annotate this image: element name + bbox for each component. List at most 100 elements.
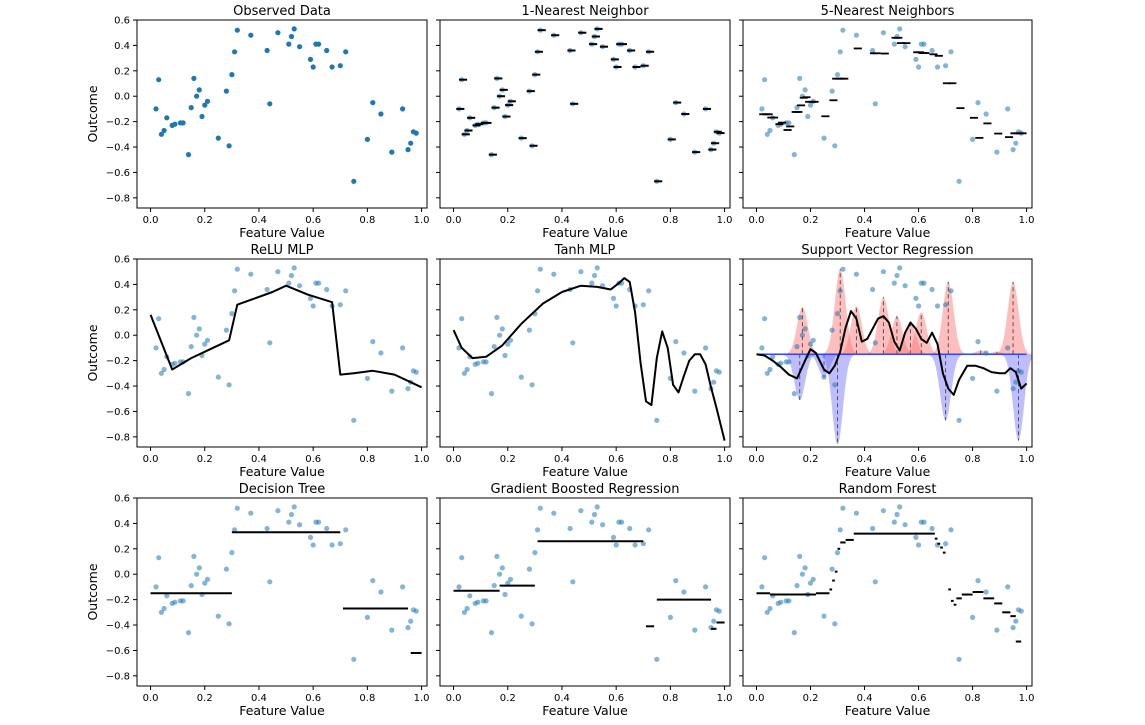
axes-frame (742, 258, 1033, 448)
data-point (324, 47, 330, 54)
x-tick-label: 0.0 (143, 454, 159, 465)
data-point (223, 566, 229, 572)
axes-frame (439, 497, 731, 687)
data-point (767, 366, 773, 373)
data-point (640, 302, 646, 308)
data-point (229, 311, 235, 317)
data-point (215, 135, 221, 141)
data-point (832, 143, 838, 149)
data-point (567, 525, 573, 532)
data-point (764, 370, 770, 376)
x-tick-label: 1.0 (414, 215, 430, 226)
data-point (364, 375, 370, 381)
x-tick-label: 0.4 (251, 215, 267, 226)
fit-curve (452, 277, 726, 441)
x-tick-label: 0.8 (965, 693, 981, 704)
subplot-title: 1-Nearest Neighbor (521, 4, 649, 19)
data-point (791, 152, 797, 158)
data-point (975, 339, 981, 345)
x-tick-label: 0.6 (608, 454, 624, 465)
x-tick-label: 0.8 (662, 215, 678, 226)
data-point (807, 580, 814, 586)
x-axis-label: Feature Value (239, 225, 325, 240)
data-point (994, 149, 1000, 155)
data-point (188, 344, 194, 350)
x-tick-label: 0.0 (749, 454, 765, 465)
data-point (215, 374, 221, 380)
subplot-1-nearest-neighbor: 0.0 0.2 0.4 0.6 0.8 1.0 Feature Value 1-Nearest… (436, 4, 733, 240)
y-tick-label: 0.0 (114, 92, 130, 103)
plot-area (456, 26, 725, 184)
data-point (172, 360, 178, 366)
kernel-bumps (756, 269, 1032, 445)
data-point (570, 579, 576, 585)
data-point (286, 41, 292, 47)
x-tick-label: 0.2 (803, 454, 819, 465)
data-point (1013, 618, 1019, 624)
data-point (400, 106, 406, 112)
x-tick-label: 0.8 (359, 454, 375, 465)
data-point (870, 286, 876, 293)
data-point (188, 583, 194, 589)
y-tick-label: −0.8 (106, 671, 130, 682)
data-point (703, 345, 709, 351)
data-point (248, 32, 254, 38)
x-tick-label: 1.0 (717, 215, 733, 226)
kernel-bump (899, 312, 943, 355)
data-point (829, 88, 835, 94)
data-point (872, 101, 878, 107)
data-point (943, 302, 949, 308)
x-tick-label: 0.6 (608, 215, 624, 226)
data-point (894, 272, 900, 279)
y-tick-label: −0.6 (106, 407, 130, 418)
x-tick-label: 0.2 (500, 454, 516, 465)
data-point (310, 303, 316, 309)
subplot-title: ReLU MLP (251, 243, 314, 258)
data-point (711, 618, 717, 624)
data-point (929, 286, 935, 293)
data-point (456, 584, 462, 590)
data-point (234, 505, 240, 511)
data-point (275, 508, 281, 514)
data-point (594, 504, 600, 510)
data-point (589, 280, 595, 286)
data-point (164, 593, 170, 599)
x-tick-label: 0.6 (608, 693, 624, 704)
data-point (343, 288, 349, 294)
data-point (764, 609, 770, 615)
data-point (810, 337, 816, 343)
data-point (943, 63, 949, 69)
data-point (829, 566, 835, 572)
data-point (970, 136, 976, 142)
data-point (502, 591, 508, 598)
y-tick-label: 0.6 (114, 16, 130, 27)
data-point (505, 580, 511, 586)
data-point (759, 106, 765, 112)
data-point (232, 527, 238, 533)
model-fit (756, 310, 1028, 396)
data-point (837, 288, 843, 294)
data-point (640, 541, 646, 547)
data-point (267, 101, 273, 107)
x-tick-label: 0.4 (554, 693, 570, 704)
x-tick-label: 0.4 (554, 215, 570, 226)
data-point (921, 280, 927, 286)
data-point (286, 519, 292, 525)
axes-frame (136, 258, 428, 448)
y-axis (739, 497, 743, 677)
kernel-bump (991, 281, 1032, 355)
y-axis (436, 258, 440, 438)
data-point (994, 627, 1000, 633)
data-point (499, 326, 505, 332)
data-point (654, 656, 660, 662)
x-tick-label: 0.4 (857, 693, 873, 704)
data-point (837, 49, 843, 55)
data-point (310, 542, 316, 548)
data-point (716, 369, 722, 375)
x-tick-label: 0.2 (500, 215, 516, 226)
data-point (378, 589, 384, 595)
axes-frame (136, 497, 428, 687)
y-tick-label: 0.6 (114, 255, 130, 266)
data-point (613, 542, 619, 548)
data-point (591, 511, 598, 518)
